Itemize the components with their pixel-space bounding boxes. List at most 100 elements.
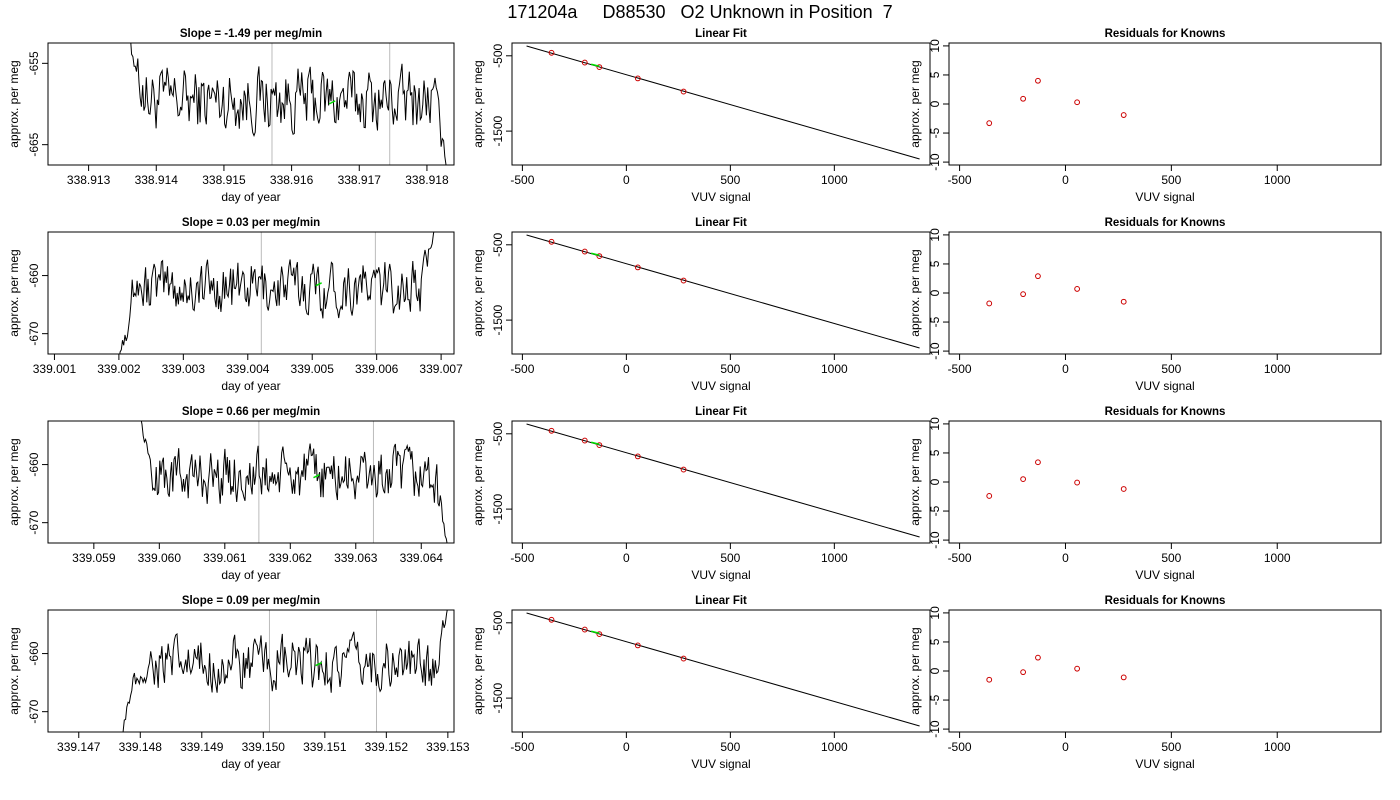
x-tick-label: 1000	[1264, 362, 1291, 376]
unknown-marker	[591, 441, 600, 445]
x-tick-label: 0	[623, 362, 630, 376]
x-tick-label: -500	[948, 740, 972, 754]
unknown-marker	[315, 661, 323, 667]
y-tick-label: -670	[27, 510, 41, 534]
unknown-marker	[315, 282, 323, 287]
y-tick-label: 10	[928, 606, 942, 620]
x-axis-label: VUV signal	[1135, 190, 1194, 204]
x-axis-label: VUV signal	[691, 757, 750, 771]
y-tick-label: 0	[928, 478, 942, 485]
panel-title: Residuals for Knowns	[1105, 217, 1226, 229]
x-tick-label: 500	[720, 173, 740, 187]
y-tick-label: 5	[928, 449, 942, 456]
known-point	[1020, 95, 1027, 102]
x-tick-label: 339.006	[355, 362, 399, 376]
plot-frame	[47, 231, 455, 355]
known-point	[680, 88, 687, 95]
plot-area	[119, 232, 435, 354]
chart-panel: Slope = 0.66 per meg/min day of year appro…	[7, 406, 455, 582]
plot-area	[986, 459, 1127, 499]
x-tick-label: 500	[1161, 173, 1181, 187]
known-point	[581, 59, 588, 66]
known-point	[1074, 479, 1081, 486]
known-point	[634, 264, 641, 271]
known-point	[986, 676, 993, 683]
x-tick-label: 339.001	[33, 362, 77, 376]
known-point	[1035, 77, 1041, 84]
y-axis-label: approx. per meg	[471, 627, 485, 714]
x-tick-label: 338.917	[338, 173, 382, 187]
x-tick-label: 339.151	[303, 740, 347, 754]
y-axis-label: approx. per meg	[7, 438, 21, 525]
y-tick-label: -500	[491, 43, 505, 67]
x-tick-label: 0	[623, 740, 630, 754]
chart-panel: Linear Fit VUV signal approx. per meg -500 0…	[471, 217, 931, 393]
plot-frame	[948, 231, 1382, 355]
y-axis-label: approx. per meg	[7, 60, 21, 147]
known-point	[1020, 476, 1027, 482]
known-point	[680, 655, 687, 662]
x-axis-label: VUV signal	[1135, 757, 1194, 771]
y-tick-label: 0	[928, 289, 942, 296]
known-point	[581, 248, 588, 255]
x-tick-label: -500	[948, 173, 972, 187]
y-tick-label: 5	[928, 638, 942, 645]
plot-area	[122, 610, 448, 732]
x-tick-label: -500	[510, 740, 534, 754]
known-point	[596, 442, 603, 448]
x-axis-label: day of year	[221, 568, 280, 582]
x-axis-label: VUV signal	[1135, 379, 1194, 393]
x-tick-label: -500	[948, 551, 972, 565]
y-tick-label: -500	[491, 421, 505, 445]
known-point	[548, 238, 555, 245]
panel-title: Slope = 0.03 per meg/min	[182, 217, 320, 229]
plot-frame	[511, 42, 931, 166]
y-axis-label: approx. per meg	[908, 60, 922, 147]
known-point	[986, 493, 993, 499]
known-point	[581, 437, 588, 444]
known-point	[986, 300, 993, 307]
chart-panel: Slope = -1.49 per meg/min day of year appr…	[7, 28, 455, 204]
x-tick-label: 339.007	[419, 362, 463, 376]
panel-title: Linear Fit	[695, 217, 747, 229]
x-tick-label: -500	[510, 551, 534, 565]
x-axis-label: VUV signal	[691, 190, 750, 204]
x-tick-label: 500	[1161, 551, 1181, 565]
plot-frame	[948, 420, 1382, 544]
plot-area	[986, 654, 1127, 683]
y-tick-label: -500	[491, 610, 505, 634]
plot-frame	[47, 609, 455, 733]
known-point	[548, 49, 555, 56]
fit-line	[526, 612, 920, 727]
chart-panel: Slope = 0.09 per meg/min day of year appro…	[7, 595, 470, 771]
y-tick-label: -670	[27, 321, 41, 345]
known-point	[1035, 654, 1041, 661]
known-point	[1120, 674, 1127, 681]
x-tick-label: 339.004	[226, 362, 270, 376]
y-axis-label: approx. per meg	[908, 627, 922, 714]
known-point	[1020, 291, 1027, 298]
y-tick-label: 0	[928, 667, 942, 674]
x-tick-label: 500	[720, 551, 740, 565]
known-point	[1074, 665, 1081, 672]
y-tick-label: 0	[928, 100, 942, 107]
y-tick-label: -10	[928, 720, 942, 738]
known-point	[581, 626, 588, 633]
y-tick-label: -655	[27, 51, 41, 75]
panel-title: Slope = 0.66 per meg/min	[182, 406, 320, 418]
plot-area	[526, 234, 920, 349]
y-tick-label: -665	[27, 132, 41, 156]
y-axis-label: approx. per meg	[908, 249, 922, 336]
known-point	[1120, 112, 1127, 118]
x-tick-label: 1000	[1264, 173, 1291, 187]
plot-area	[986, 77, 1127, 127]
plot-area	[526, 45, 920, 160]
x-tick-label: 1000	[821, 740, 848, 754]
chart-panel: Linear Fit VUV signal approx. per meg -500 0…	[471, 595, 931, 771]
plot-area	[526, 612, 920, 727]
plot-area	[526, 423, 920, 538]
signal-trace	[122, 610, 448, 732]
panel-title: Residuals for Knowns	[1105, 28, 1226, 40]
panel-title: Linear Fit	[695, 595, 747, 607]
